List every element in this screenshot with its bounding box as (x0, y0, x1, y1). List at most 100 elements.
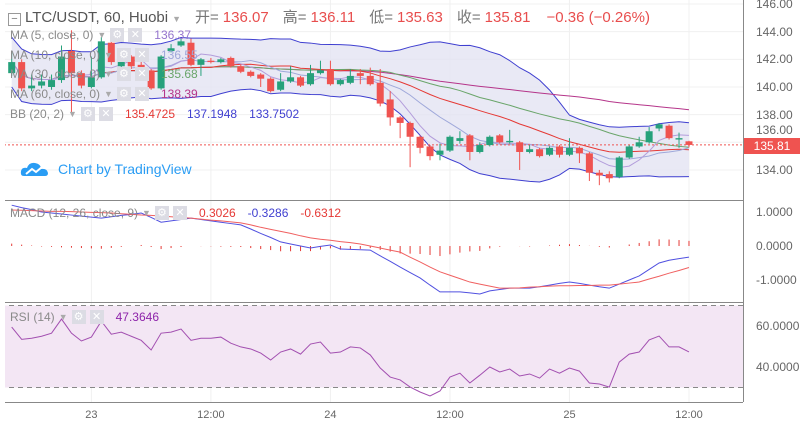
candle-body (376, 82, 384, 104)
chevron-down-icon[interactable]: ▼ (97, 30, 107, 40)
candle-body (516, 142, 524, 152)
close-icon[interactable]: ✕ (134, 67, 149, 82)
open-value: 136.07 (222, 9, 269, 26)
chevron-down-icon[interactable]: ▼ (142, 208, 151, 218)
collapse-icon[interactable]: − (8, 13, 21, 26)
indicator-label[interactable]: MA (30, close, 0) (10, 67, 101, 82)
chevron-down-icon[interactable]: ▼ (104, 49, 113, 60)
candle (366, 67, 374, 86)
candle-body (446, 136, 454, 151)
rsi-pane (0, 305, 743, 397)
candle-body (48, 80, 56, 87)
candle-body (625, 146, 633, 158)
macd-label[interactable]: MACD (12, 26, close, 9) (10, 206, 139, 220)
settings-gear-icon[interactable]: ⚙ (110, 28, 125, 42)
indicator-value: 133.7502 (249, 106, 300, 121)
candle-body (197, 59, 205, 65)
candle (556, 145, 563, 158)
candle-body (38, 81, 46, 86)
settings-gear-icon[interactable]: ⚙ (116, 87, 131, 102)
chevron-down-icon[interactable]: ▼ (172, 14, 182, 24)
close-icon[interactable]: ✕ (134, 87, 149, 102)
candle (565, 138, 573, 157)
price-pane (0, 30, 743, 186)
candle (48, 74, 56, 90)
candle (356, 69, 364, 85)
chevron-down-icon[interactable]: ▼ (104, 69, 113, 80)
candle-body (267, 78, 275, 92)
candle (625, 145, 633, 159)
candle-body (77, 73, 85, 86)
candle-body (147, 70, 155, 89)
candle-body (396, 117, 404, 123)
candle-body (58, 56, 65, 81)
settings-gear-icon[interactable]: ⚙ (154, 206, 169, 220)
candle (585, 151, 593, 182)
symbol-title[interactable]: LTC/USDT, 60, Huobi (25, 9, 169, 26)
candle-body (87, 77, 95, 87)
rsi-tick-label: 60.0000 (756, 319, 800, 333)
candle (77, 70, 85, 89)
candle (58, 45, 65, 83)
candle (456, 131, 464, 144)
candle (8, 52, 16, 76)
candle (645, 127, 653, 144)
candle-body (227, 57, 235, 67)
candle-body (356, 73, 364, 76)
open-label: 开= (195, 9, 219, 26)
candle-body (426, 146, 434, 157)
chevron-down-icon[interactable]: ▼ (68, 108, 77, 119)
candle (386, 91, 394, 126)
indicator-legend: MA (10, close, 0) ▼ ⚙ ✕ 136.55 (10, 47, 198, 62)
candle (67, 30, 75, 115)
chevron-down-icon[interactable]: ▼ (58, 312, 68, 322)
indicator-label[interactable]: MA (60, close, 0) (10, 87, 101, 102)
close-icon[interactable]: ✕ (89, 310, 104, 324)
rsi-tick-label: 40.0000 (756, 360, 800, 374)
candle-body (615, 157, 623, 177)
candle (217, 57, 225, 64)
candle-body (326, 69, 334, 85)
price-axis-line (743, 0, 744, 402)
candle-body (466, 135, 474, 152)
tradingview-logo[interactable]: Chart by TradingView (20, 160, 192, 178)
candle-body (585, 153, 593, 173)
candle (157, 55, 165, 90)
close-icon[interactable]: ✕ (128, 28, 143, 42)
close-icon[interactable]: ✕ (98, 106, 113, 121)
chevron-down-icon[interactable]: ▼ (104, 89, 113, 100)
cloud-logo-icon (20, 162, 48, 176)
candle-body (346, 75, 354, 83)
candle (416, 135, 424, 154)
close-icon[interactable]: ✕ (134, 47, 149, 62)
candle (197, 57, 205, 76)
indicator-value: 138.39 (160, 87, 198, 102)
candle (605, 171, 613, 183)
indicator-value: 135.68 (160, 67, 198, 82)
settings-gear-icon[interactable]: ⚙ (116, 47, 131, 62)
candle (38, 74, 46, 89)
candle-body (486, 136, 494, 146)
candle (147, 69, 155, 90)
candle-body (366, 75, 374, 85)
candle (267, 77, 275, 93)
indicator-label[interactable]: BB (20, 2) (10, 106, 65, 121)
candle-body (157, 56, 165, 89)
candle (546, 146, 554, 157)
settings-gear-icon[interactable]: ⚙ (71, 310, 86, 324)
settings-gear-icon[interactable]: ⚙ (80, 106, 95, 121)
candle (326, 60, 334, 86)
candle (307, 64, 314, 86)
candle-body (207, 60, 215, 63)
indicator-label[interactable]: MA (10, close, 0) (10, 47, 101, 62)
rsi-label[interactable]: RSI (14) (10, 310, 55, 324)
chart-header: − LTC/USDT, 60, Huobi ▼ 开= 136.07 高= 136.1… (8, 6, 650, 27)
price-tick-label: 134.00 (756, 162, 793, 177)
candle (167, 44, 175, 53)
time-tick-label: 12:00 (197, 409, 225, 421)
settings-gear-icon[interactable]: ⚙ (116, 67, 131, 82)
indicator-label[interactable]: MA (5, close, 0) (10, 28, 94, 42)
close-icon[interactable]: ✕ (172, 206, 187, 220)
macd-legend: MACD (12, 26, close, 9) ▼ ⚙ ✕ 0.3026 -0.… (10, 206, 341, 220)
